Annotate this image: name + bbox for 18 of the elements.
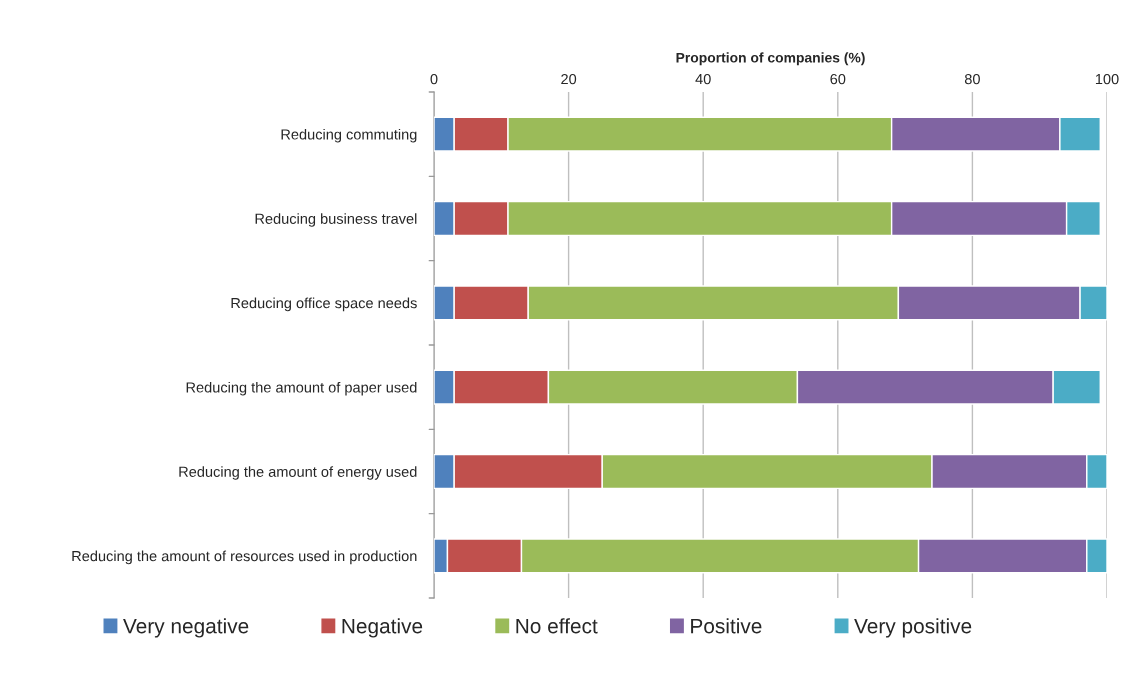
y-tick-label: Reducing the amount of energy used — [179, 466, 417, 480]
x-tick-label: 80 — [964, 73, 980, 85]
x-tick-label: 40 — [695, 73, 711, 85]
legend-label: Very positive — [854, 618, 972, 638]
x-tick-label: 0 — [430, 73, 438, 85]
x-tick-label: 60 — [830, 73, 846, 85]
legend-label: Positive — [691, 618, 762, 634]
x-tick-label: 20 — [561, 73, 577, 85]
legend-label: No effect — [516, 618, 598, 634]
legend-label: Very negative — [123, 618, 249, 638]
y-tick-label: Reducing the amount of paper used — [186, 381, 417, 396]
x-tick-label: 100 — [1095, 73, 1119, 85]
y-tick-label: Reducing the amount of resources used in production — [72, 550, 417, 565]
y-tick-label: Reducing commuting — [281, 128, 417, 143]
y-tick-label: Reducing office space needs — [231, 297, 417, 312]
y-tick-label: Reducing business travel — [255, 213, 417, 227]
x-axis-title: Proportion of companies (%) — [676, 52, 865, 66]
legend-label: Negative — [342, 618, 423, 638]
